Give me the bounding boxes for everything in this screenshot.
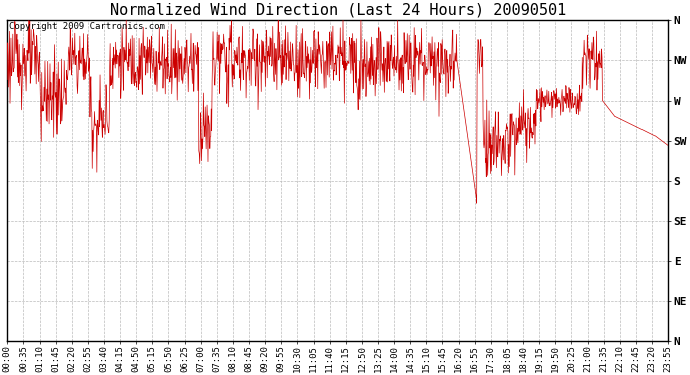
Text: Copyright 2009 Cartronics.com: Copyright 2009 Cartronics.com — [8, 22, 164, 31]
Title: Normalized Wind Direction (Last 24 Hours) 20090501: Normalized Wind Direction (Last 24 Hours… — [110, 3, 566, 18]
